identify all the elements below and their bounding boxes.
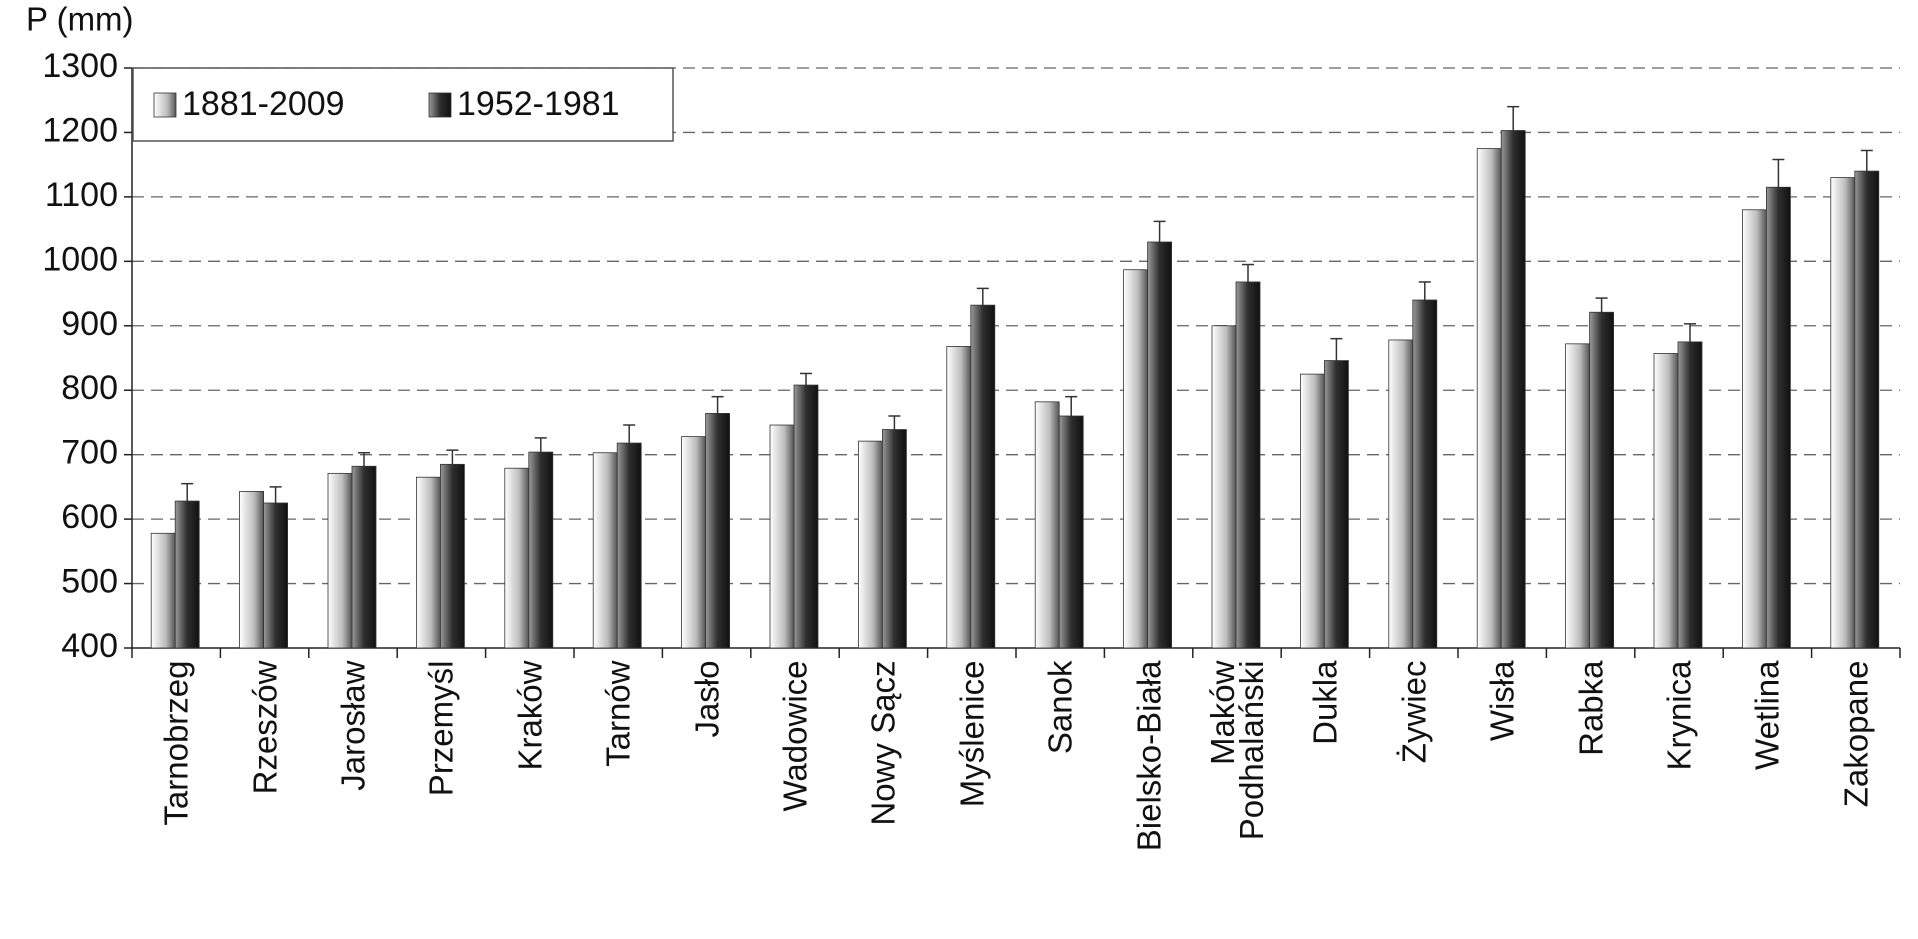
bar [1034, 401, 1060, 649]
legend-label: 1881-2009 [182, 85, 345, 123]
x-tick-label: Zakopane [1837, 660, 1875, 808]
error-bar [888, 415, 901, 430]
bar [1412, 299, 1438, 649]
x-tick-label: Wadowice [776, 660, 814, 812]
bar [1388, 339, 1414, 649]
y-tick-label: 1300 [42, 47, 118, 85]
x-tick-label: Krynica [1660, 660, 1698, 771]
y-tick-label: 800 [61, 369, 118, 407]
bar [1677, 341, 1703, 649]
error-bar [1153, 220, 1166, 242]
legend: 1881-2009 1952-1981 [132, 67, 674, 142]
error-bar [269, 486, 282, 503]
y-tick-label: 1100 [45, 176, 118, 214]
bar [263, 502, 289, 649]
bar [327, 472, 353, 649]
error-bar [358, 451, 370, 467]
y-tick-label: 700 [61, 434, 118, 472]
y-axis-label: P (mm) [26, 1, 134, 38]
bar [882, 429, 907, 649]
bar [769, 424, 795, 649]
error-bar [181, 482, 194, 502]
error-bar [1065, 395, 1078, 416]
y-tick-label: 600 [61, 498, 118, 536]
error-bar [446, 449, 459, 465]
bar [351, 465, 377, 649]
bar [1589, 311, 1614, 649]
x-tick-label: Kraków [511, 660, 549, 771]
bar [1147, 241, 1172, 649]
error-bar [1860, 149, 1873, 172]
bar [705, 413, 730, 649]
legend-box [132, 67, 674, 142]
legend-swatch [428, 92, 452, 118]
x-tick-label: Jarosław [334, 660, 372, 791]
bar [1211, 325, 1237, 649]
bar [946, 345, 972, 649]
error-bar [976, 287, 989, 306]
legend-swatch [153, 92, 177, 118]
bar [1324, 360, 1349, 649]
bar [681, 436, 706, 649]
error-bar [623, 424, 636, 444]
error-bar [534, 437, 547, 453]
error-bar [1772, 158, 1785, 188]
x-tick-label: Sanok [1041, 660, 1079, 755]
bar [616, 442, 642, 649]
y-tick-label: 500 [61, 563, 118, 601]
bar [858, 440, 883, 649]
bar [793, 384, 819, 649]
bar [1854, 170, 1880, 649]
bar [174, 500, 200, 649]
y-tick-label: 900 [61, 305, 118, 343]
bar [1058, 415, 1084, 649]
x-tick-label: Myślenice [953, 660, 991, 808]
bar [1742, 209, 1767, 649]
bar [1300, 373, 1325, 649]
x-tick-label: Tarnobrzeg [157, 660, 195, 826]
bar [592, 452, 618, 649]
bar [439, 463, 465, 649]
x-tick-label: Dukla [1306, 660, 1344, 745]
x-tick-label: Maków Podhalański [1204, 660, 1270, 841]
bar [1766, 186, 1791, 649]
bar [1476, 148, 1502, 649]
bar [415, 476, 441, 649]
error-bar [800, 372, 812, 386]
x-tick-label: Jasło [688, 660, 726, 738]
bar [150, 532, 176, 649]
x-tick-label: Żywiec [1395, 660, 1433, 764]
error-bar [1507, 105, 1520, 131]
error-bar [1242, 263, 1254, 282]
error-bar [1418, 281, 1431, 300]
bar [239, 490, 265, 649]
y-tick-label: 400 [61, 627, 118, 665]
bar [1653, 353, 1679, 649]
x-tick-label: Tarnów [599, 660, 637, 767]
y-tick-label: 1200 [42, 111, 118, 149]
bar [528, 451, 554, 649]
error-bar [1330, 337, 1343, 361]
x-tick-label: Bielsko-Biała [1130, 660, 1168, 852]
x-tick-label: Wisła [1483, 660, 1521, 742]
bar [970, 304, 996, 649]
bar [1235, 281, 1261, 649]
y-tick-label: 1000 [42, 240, 118, 278]
bar [1565, 343, 1590, 649]
bar [1500, 130, 1526, 649]
x-tick-label: Rzeszów [246, 660, 284, 795]
error-bar [1595, 297, 1608, 313]
bar [1830, 177, 1856, 649]
error-bar [1684, 323, 1696, 342]
x-tick-label: Wetlina [1748, 660, 1786, 770]
x-tick-label: Rabka [1572, 660, 1610, 756]
error-bar [711, 395, 724, 414]
bar [1123, 269, 1148, 649]
bar [504, 467, 530, 649]
legend-label: 1952-1981 [457, 85, 620, 123]
x-tick-label: Przemyśl [422, 660, 460, 797]
x-tick-label: Nowy Sącz [864, 660, 902, 826]
